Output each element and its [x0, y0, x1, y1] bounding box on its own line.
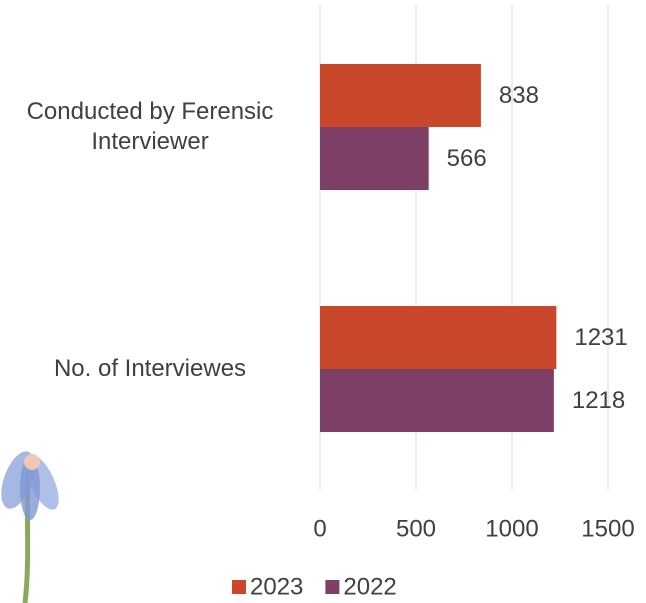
- legend-swatch: [232, 580, 246, 594]
- x-tick-label: 1500: [581, 515, 634, 542]
- legend-label: 2022: [343, 573, 396, 600]
- x-tick-label: 500: [396, 515, 436, 542]
- page: 0 500 1000 1500 838 566 1231 1218 2023 2022 Condu…: [0, 0, 646, 603]
- bar: [320, 127, 429, 190]
- data-label: 838: [499, 82, 539, 109]
- y-tick-label: No. of Interviewes: [4, 354, 296, 384]
- legend-swatch: [325, 580, 339, 594]
- data-label: 1231: [574, 324, 627, 351]
- y-tick-label: Conducted by Ferensic Interviewer: [4, 97, 296, 157]
- data-label: 1218: [572, 387, 625, 414]
- bar: [320, 64, 481, 127]
- x-tick-label: 1000: [485, 515, 538, 542]
- chart: 0 500 1000 1500 838 566 1231 1218 2023 2022: [0, 0, 646, 603]
- x-tick-label: 0: [313, 515, 326, 542]
- flower-decoration: [0, 447, 66, 603]
- data-label: 566: [447, 145, 487, 172]
- bar: [320, 369, 554, 432]
- bar: [320, 306, 556, 369]
- legend-label: 2023: [250, 573, 303, 600]
